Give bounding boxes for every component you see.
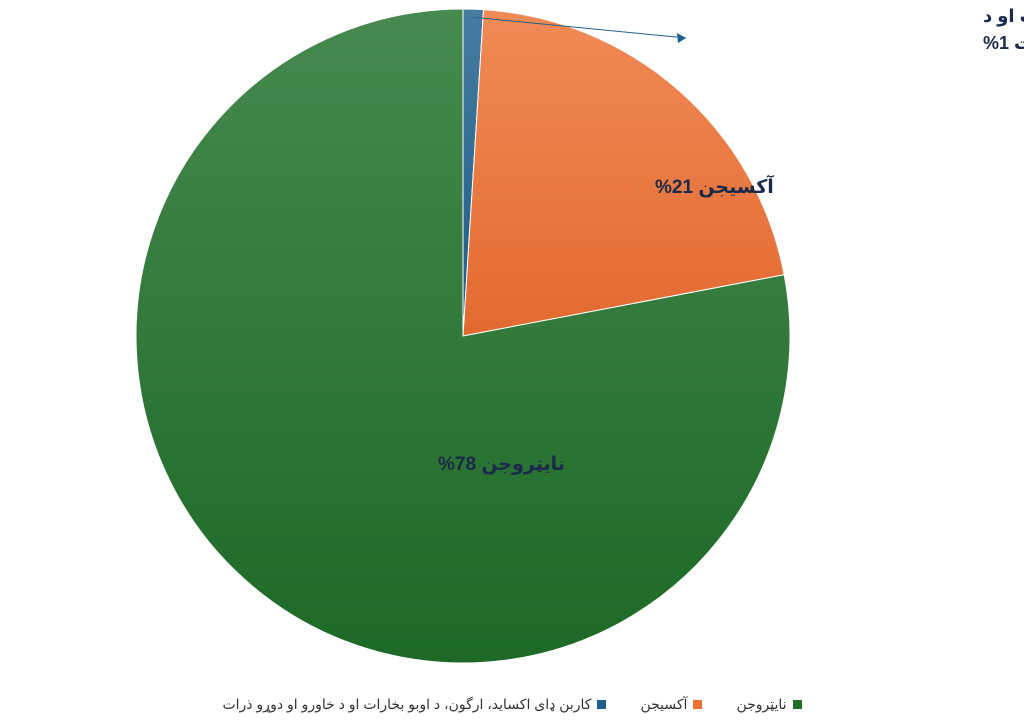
legend-label-2: نایټروجن	[736, 695, 787, 712]
data-label-oxygen: آکسیجن 21%	[655, 174, 774, 198]
leader-line-arrow	[677, 33, 686, 43]
legend-label-1: آکسیجن	[640, 695, 688, 712]
data-label-nitrogen: نایټروجن 78%	[438, 454, 565, 475]
legend-item-2: نایټروجن	[736, 695, 802, 713]
legend-item-1: آکسیجن	[640, 695, 703, 713]
legend-label-0: کاربن ډای اکساید، ارگون، د اوبو بخارات ا…	[222, 695, 592, 712]
pie-chart-canvas: کاربن ډای اکساید، ارگون، د اوبو بخارات ا…	[135, 5, 1024, 664]
legend-swatch-1	[693, 699, 703, 709]
legend-swatch-0	[597, 699, 607, 709]
pie-slice-2	[135, 8, 791, 664]
chart-legend: نایټروجن آکسیجن کاربن ډای اکساید، ارگون، د…	[0, 693, 1024, 715]
legend-item-0: کاربن ډای اکساید، ارگون، د اوبو بخارات ا…	[222, 695, 607, 713]
pie-slice-1	[462, 9, 785, 337]
data-label-other-line-2: خاورو او دوړو ذرات 1%	[983, 33, 1024, 54]
leader-line	[472, 16, 687, 39]
legend-swatch-2	[792, 699, 802, 709]
data-label-other-line-1: کاربن ډای اکساید، ارگون، د اوبو بخارات ا…	[983, 5, 1024, 27]
